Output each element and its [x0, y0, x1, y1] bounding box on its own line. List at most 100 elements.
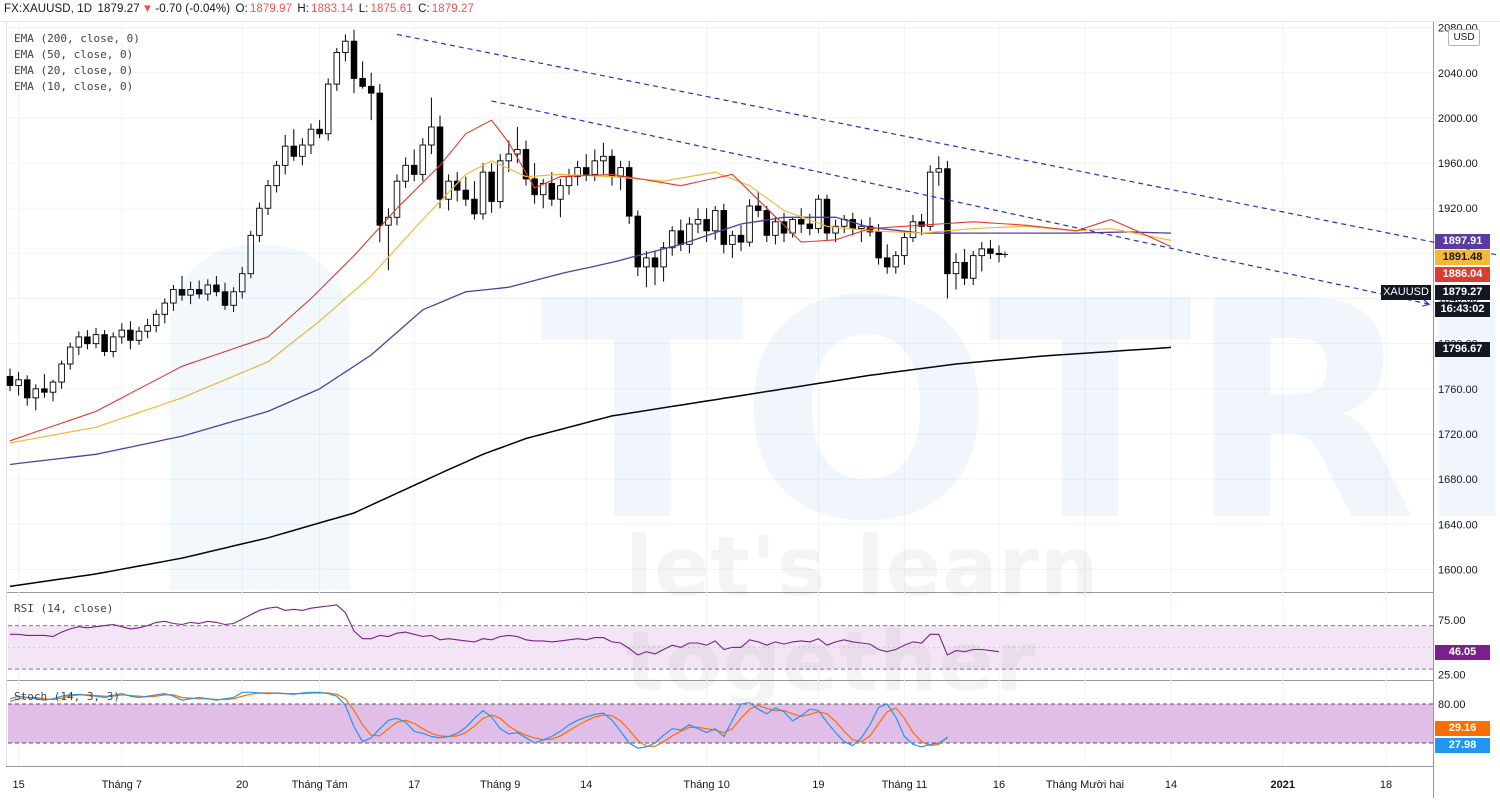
rsi-label[interactable]: RSI (14, close)	[14, 602, 114, 615]
candle-body	[264, 185, 272, 209]
price-change: -0.70 (-0.04%)	[155, 3, 231, 15]
y-tick-label: 1920.00	[1438, 203, 1478, 215]
candle-body	[359, 77, 366, 87]
legend-ema20[interactable]: EMA (20, close, 0)	[14, 64, 134, 77]
candle-body	[135, 330, 143, 341]
x-tick-label: 18	[1380, 779, 1392, 791]
x-tick-label: Tháng 7	[102, 779, 142, 791]
symbol-tag: XAUUSD	[1381, 285, 1431, 300]
symbol-name[interactable]: FX:XAUUSD, 1D	[4, 3, 93, 15]
x-tick-label: 15	[12, 779, 24, 791]
candle-body	[101, 334, 108, 353]
candle-body	[565, 176, 573, 187]
close-value: 1879.27	[431, 3, 475, 15]
candle-body	[987, 248, 994, 254]
stoch-band	[8, 704, 1433, 743]
candle-body	[170, 289, 177, 304]
candle-body	[754, 205, 762, 211]
ema10-price-tag: 1886.04	[1435, 267, 1490, 282]
trendline	[491, 100, 1430, 305]
candle-body	[213, 284, 220, 293]
candle-body	[522, 149, 530, 180]
candle-body	[643, 257, 650, 268]
candle-body	[256, 207, 263, 236]
candle-body	[514, 149, 521, 155]
candle-body	[462, 189, 470, 200]
candle-body	[995, 252, 1003, 255]
candle-body	[152, 313, 160, 327]
candle-body	[978, 248, 986, 257]
stoch-label[interactable]: Stoch (14, 3, 3)	[14, 690, 120, 703]
x-tick-label: Tháng 11	[882, 779, 928, 791]
x-tick-label: 17	[408, 779, 420, 791]
candle-body	[849, 219, 857, 230]
candle-body	[41, 388, 48, 393]
candle-body	[436, 126, 444, 200]
candle-body	[281, 145, 289, 166]
x-tick-label: Tháng Tám	[292, 779, 348, 791]
rsi-tick-label: 75.00	[1438, 615, 1466, 627]
candle-body	[591, 160, 599, 175]
candle-body	[376, 92, 384, 226]
candle-body	[823, 198, 831, 234]
candle-body	[557, 185, 564, 200]
candle-body	[729, 234, 736, 245]
legend-ema10[interactable]: EMA (10, close, 0)	[14, 80, 134, 93]
ema200-price-tag: 1796.67	[1435, 342, 1490, 357]
stoch-k-tag: 27.98	[1435, 738, 1490, 753]
candle-body	[711, 210, 719, 232]
candle-body	[6, 375, 14, 386]
last-price: 1879.27	[97, 3, 140, 15]
candle-body	[944, 168, 951, 275]
candle-body	[918, 221, 925, 227]
candle-body	[307, 128, 315, 146]
candle-body	[737, 234, 745, 243]
y-tick-label: 1760.00	[1438, 384, 1478, 396]
candle-body	[660, 247, 667, 268]
candle-body	[582, 167, 590, 175]
stoch-d-line	[9, 692, 948, 747]
candle-body	[746, 205, 753, 243]
candle-body	[238, 273, 246, 293]
candle-body	[797, 219, 805, 225]
candle-body	[290, 145, 298, 157]
candle-body	[15, 379, 22, 386]
candle-body	[187, 289, 194, 296]
candle-body	[548, 182, 556, 200]
candle-body	[471, 198, 478, 215]
candle-body	[367, 85, 375, 94]
last-price-cross-icon	[1002, 251, 1008, 258]
candle-body	[625, 167, 633, 217]
candle-body	[195, 289, 203, 295]
legend-ema50[interactable]: EMA (50, close, 0)	[14, 48, 134, 61]
currency-button[interactable]: USD	[1448, 29, 1480, 46]
candle-body	[66, 346, 74, 365]
candle-body	[926, 171, 934, 227]
symbol-header: FX:XAUUSD, 1D 1879.27 ▼ -0.70 (-0.04%) O: 1…	[4, 3, 476, 19]
candle-body	[84, 336, 91, 345]
x-tick-label: 16	[993, 779, 1005, 791]
candle-body	[875, 231, 882, 259]
candle-body	[772, 221, 779, 236]
candle-body	[488, 171, 495, 202]
high-label: H:	[297, 3, 310, 15]
y-tick-label: 1680.00	[1438, 474, 1478, 486]
open-value: 1879.97	[249, 3, 293, 15]
candle-body	[952, 261, 960, 275]
stoch-k-line	[9, 691, 948, 749]
candle-body	[668, 230, 676, 249]
candle-body	[858, 225, 865, 230]
legend-ema200[interactable]: EMA (200, close, 0)	[14, 32, 140, 45]
candle-body	[720, 210, 728, 245]
candle-body	[901, 237, 908, 257]
candle-body	[617, 167, 624, 178]
candle-body	[49, 381, 57, 393]
candle-body	[350, 40, 358, 79]
rsi-tick-label: 25.00	[1438, 670, 1466, 682]
x-tick-label: 14	[1165, 779, 1177, 791]
candle-body	[402, 164, 409, 182]
high-value: 1883.14	[311, 3, 354, 15]
candle-body	[23, 379, 31, 399]
countdown-tag: 16:43:02	[1435, 302, 1490, 317]
